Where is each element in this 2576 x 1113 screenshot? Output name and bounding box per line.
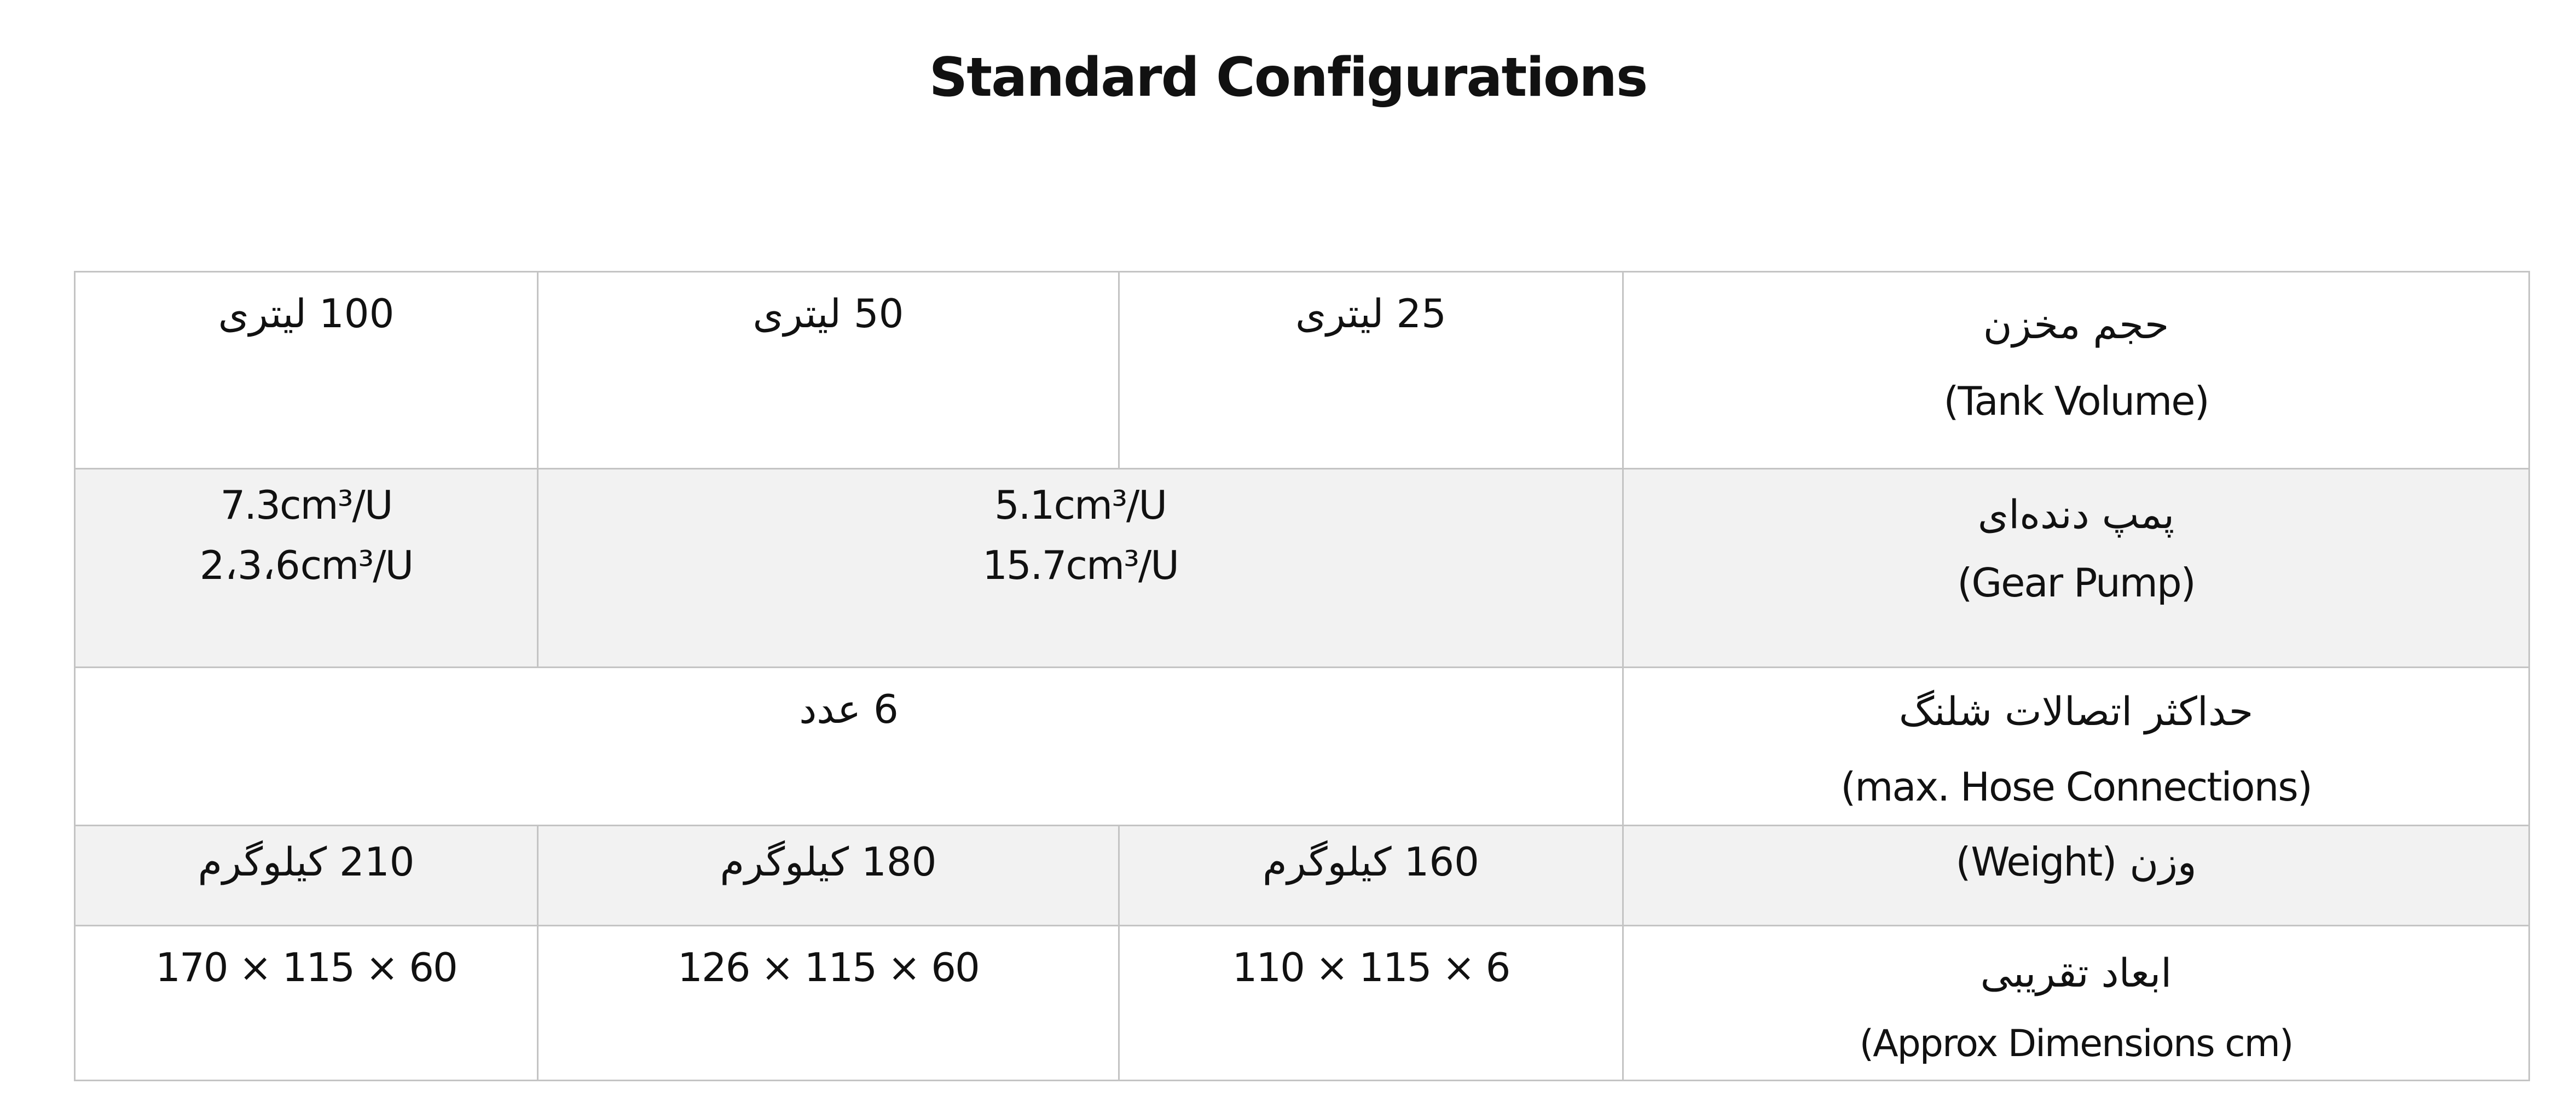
weight-label: وزن (Weight): [1622, 825, 2530, 926]
tank-volume-50: 50 لیتری: [537, 271, 1120, 469]
table-row-dimensions: 170 × 115 × 60 126 × 115 × 60 110 × 115 …: [74, 925, 2530, 1081]
gear-pump-value: 15.7cm³/U: [982, 542, 1179, 588]
label-en: (Tank Volume): [1943, 378, 2209, 424]
gear-pump-value: 2،3،6cm³/U: [199, 542, 414, 588]
page-title: Standard Configurations: [929, 47, 1648, 109]
configurations-table: 100 لیتری 50 لیتری 25 لیتری حجم مخزن (Ta…: [74, 271, 2530, 1081]
hose-label: حداکثر اتصالات شلنگ (max. Hose Connectio…: [1622, 666, 2530, 826]
gear-pump-value: 7.3cm³/U: [220, 482, 393, 528]
table-row-tank-volume: 100 لیتری 50 لیتری 25 لیتری حجم مخزن (Ta…: [74, 271, 2530, 469]
tank-volume-label: حجم مخزن (Tank Volume): [1622, 271, 2530, 469]
label-fa: حداکثر اتصالات شلنگ: [1898, 688, 2254, 734]
weight-25: 160 کیلوگرم: [1118, 825, 1624, 926]
label-en: (Approx Dimensions cm): [1859, 1022, 2294, 1065]
gear-pump-label: پمپ دنده‌ای (Gear Pump): [1622, 468, 2530, 668]
label-en: (Gear Pump): [1957, 560, 2196, 606]
hose-value: 6 عدد: [74, 666, 1624, 826]
weight-50: 180 کیلوگرم: [537, 825, 1120, 926]
label-en: (max. Hose Connections): [1840, 764, 2313, 810]
gear-pump-50-25: 5.1cm³/U 15.7cm³/U: [537, 468, 1624, 668]
table-row-hose: 6 عدد حداکثر اتصالات شلنگ (max. Hose Con…: [74, 666, 2530, 826]
table-row-gear-pump: 7.3cm³/U 2،3،6cm³/U 5.1cm³/U 15.7cm³/U پ…: [74, 468, 2530, 668]
tank-volume-100: 100 لیتری: [74, 271, 539, 469]
tank-volume-25: 25 لیتری: [1118, 271, 1624, 469]
label-fa: پمپ دنده‌ای: [1977, 491, 2175, 537]
label-fa: ابعاد تقریبی: [1980, 950, 2173, 996]
weight-100: 210 کیلوگرم: [74, 825, 539, 926]
dimensions-100: 170 × 115 × 60: [74, 925, 539, 1081]
dimensions-50: 126 × 115 × 60: [537, 925, 1120, 1081]
gear-pump-value: 5.1cm³/U: [994, 482, 1167, 528]
dimensions-label: ابعاد تقریبی (Approx Dimensions cm): [1622, 925, 2530, 1081]
dimensions-25: 110 × 115 × 6: [1118, 925, 1624, 1081]
label-fa: حجم مخزن: [1983, 302, 2170, 347]
gear-pump-100: 7.3cm³/U 2،3،6cm³/U: [74, 468, 539, 668]
table-row-weight: 210 کیلوگرم 180 کیلوگرم 160 کیلوگرم وزن …: [74, 825, 2530, 926]
